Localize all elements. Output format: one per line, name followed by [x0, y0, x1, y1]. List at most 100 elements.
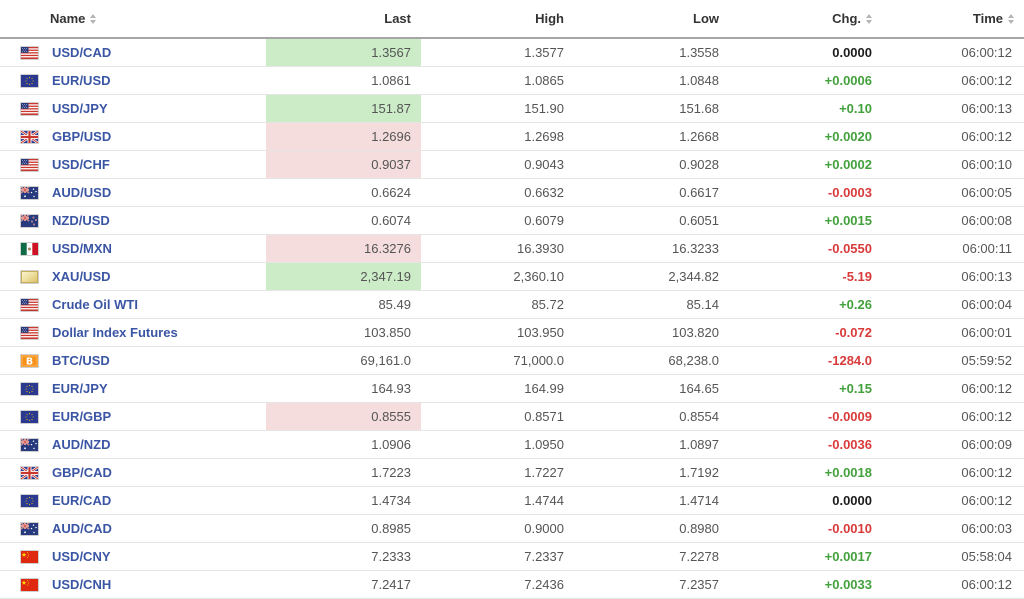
eu-flag-icon — [20, 74, 39, 89]
instrument-cell: EUR/GBP — [0, 402, 266, 431]
instrument-link[interactable]: Dollar Index Futures — [52, 324, 178, 340]
column-header-time[interactable]: Time — [882, 0, 1024, 39]
low-price-cell: 103.820 — [574, 318, 729, 347]
table-row: USD/CNH 7.2417 7.2436 7.2357 +0.0033 06:00:12 — [0, 570, 1024, 599]
instrument-link[interactable]: XAU/USD — [52, 268, 111, 284]
instrument-link[interactable]: GBP/CAD — [52, 464, 112, 480]
australia-flag-icon — [20, 438, 39, 453]
high-price-cell: 151.90 — [421, 94, 574, 123]
time-cell: 06:00:11 — [882, 234, 1024, 263]
table-row: EUR/USD 1.0861 1.0865 1.0848 +0.0006 06:00:12 — [0, 66, 1024, 95]
low-price-cell: 7.2357 — [574, 570, 729, 599]
low-price-cell: 2,344.82 — [574, 262, 729, 291]
instrument-link[interactable]: USD/CAD — [52, 44, 112, 60]
low-price-cell: 7.2278 — [574, 542, 729, 571]
instrument-link[interactable]: USD/MXN — [52, 240, 112, 256]
column-header-chg[interactable]: Chg. — [729, 0, 882, 39]
column-header-high[interactable]: High — [421, 0, 574, 39]
column-header-name[interactable]: Name — [0, 0, 266, 39]
quotes-table-body: USD/CAD 1.3567 1.3577 1.3558 0.0000 06:00:12 E… — [0, 38, 1024, 599]
instrument-cell: EUR/CAD — [0, 486, 266, 515]
table-row: AUD/CAD 0.8985 0.9000 0.8980 -0.0010 06:00:03 — [0, 514, 1024, 543]
column-header-low[interactable]: Low — [574, 0, 729, 39]
low-price-cell: 1.0848 — [574, 66, 729, 95]
eu-flag-icon — [20, 382, 39, 397]
high-price-cell: 1.7227 — [421, 458, 574, 487]
instrument-link[interactable]: AUD/CAD — [52, 520, 112, 536]
low-price-cell: 1.2668 — [574, 122, 729, 151]
column-header-last[interactable]: Last — [266, 0, 421, 39]
high-price-cell: 0.6632 — [421, 178, 574, 207]
instrument-link[interactable]: AUD/USD — [52, 184, 112, 200]
sort-icon[interactable] — [90, 13, 97, 24]
high-price-cell: 7.2436 — [421, 570, 574, 599]
high-price-cell: 2,360.10 — [421, 262, 574, 291]
change-cell: -0.0010 — [729, 514, 882, 543]
time-cell: 06:00:01 — [882, 318, 1024, 347]
change-cell: +0.10 — [729, 94, 882, 123]
uk-flag-icon — [20, 130, 39, 145]
table-row: GBP/USD 1.2696 1.2698 1.2668 +0.0020 06:00:12 — [0, 122, 1024, 151]
high-price-cell: 0.9043 — [421, 150, 574, 179]
high-price-cell: 1.0865 — [421, 66, 574, 95]
table-row: USD/JPY 151.87 151.90 151.68 +0.10 06:00:13 — [0, 94, 1024, 123]
time-cell: 06:00:08 — [882, 206, 1024, 235]
instrument-cell: AUD/USD — [0, 178, 266, 207]
high-price-cell: 71,000.0 — [421, 346, 574, 375]
last-price-cell: 0.6074 — [266, 206, 421, 235]
high-price-cell: 85.72 — [421, 290, 574, 319]
last-price-cell: 85.49 — [266, 290, 421, 319]
time-cell: 06:00:12 — [882, 402, 1024, 431]
last-price-cell: 164.93 — [266, 374, 421, 403]
instrument-link[interactable]: EUR/CAD — [52, 492, 112, 508]
low-price-cell: 0.8980 — [574, 514, 729, 543]
instrument-cell: NZD/USD — [0, 206, 266, 235]
last-price-cell: 103.850 — [266, 318, 421, 347]
instrument-link[interactable]: EUR/JPY — [52, 380, 108, 396]
instrument-link[interactable]: EUR/USD — [52, 72, 111, 88]
low-price-cell: 164.65 — [574, 374, 729, 403]
svg-text:B: B — [26, 357, 33, 368]
low-price-cell: 0.6051 — [574, 206, 729, 235]
time-cell: 06:00:12 — [882, 374, 1024, 403]
sort-icon[interactable] — [1008, 13, 1014, 24]
time-cell: 06:00:12 — [882, 122, 1024, 151]
instrument-cell: AUD/NZD — [0, 430, 266, 459]
instrument-link[interactable]: Crude Oil WTI — [52, 296, 138, 312]
time-cell: 06:00:12 — [882, 458, 1024, 487]
time-cell: 06:00:12 — [882, 38, 1024, 67]
last-price-cell: 1.3567 — [266, 38, 421, 67]
instrument-cell: USD/CHF — [0, 150, 266, 179]
low-price-cell: 1.0897 — [574, 430, 729, 459]
instrument-cell: GBP/CAD — [0, 458, 266, 487]
instrument-link[interactable]: EUR/GBP — [52, 408, 112, 424]
change-cell: -0.072 — [729, 318, 882, 347]
instrument-link[interactable]: AUD/NZD — [52, 436, 111, 452]
low-price-cell: 85.14 — [574, 290, 729, 319]
us-flag-icon — [20, 158, 39, 173]
eu-flag-icon — [20, 494, 39, 509]
instrument-cell: EUR/USD — [0, 66, 266, 95]
time-cell: 06:00:03 — [882, 514, 1024, 543]
instrument-link[interactable]: USD/CNY — [52, 548, 111, 564]
time-cell: 06:00:12 — [882, 570, 1024, 599]
last-price-cell: 0.8985 — [266, 514, 421, 543]
instrument-cell: USD/CNY — [0, 542, 266, 571]
sort-icon[interactable] — [866, 13, 872, 24]
instrument-cell: EUR/JPY — [0, 374, 266, 403]
table-row: Crude Oil WTI 85.49 85.72 85.14 +0.26 06:00:0… — [0, 290, 1024, 319]
last-price-cell: 0.8555 — [266, 402, 421, 431]
instrument-link[interactable]: NZD/USD — [52, 212, 110, 228]
instrument-link[interactable]: USD/CHF — [52, 156, 110, 172]
instrument-cell: B BTC/USD — [0, 346, 266, 375]
low-price-cell: 0.8554 — [574, 402, 729, 431]
instrument-cell: USD/CNH — [0, 570, 266, 599]
china-flag-icon — [20, 550, 39, 565]
instrument-link[interactable]: BTC/USD — [52, 352, 110, 368]
high-price-cell: 0.9000 — [421, 514, 574, 543]
change-cell: +0.0033 — [729, 570, 882, 599]
instrument-link[interactable]: GBP/USD — [52, 128, 112, 144]
time-cell: 06:00:09 — [882, 430, 1024, 459]
instrument-link[interactable]: USD/JPY — [52, 100, 108, 116]
instrument-link[interactable]: USD/CNH — [52, 576, 112, 592]
